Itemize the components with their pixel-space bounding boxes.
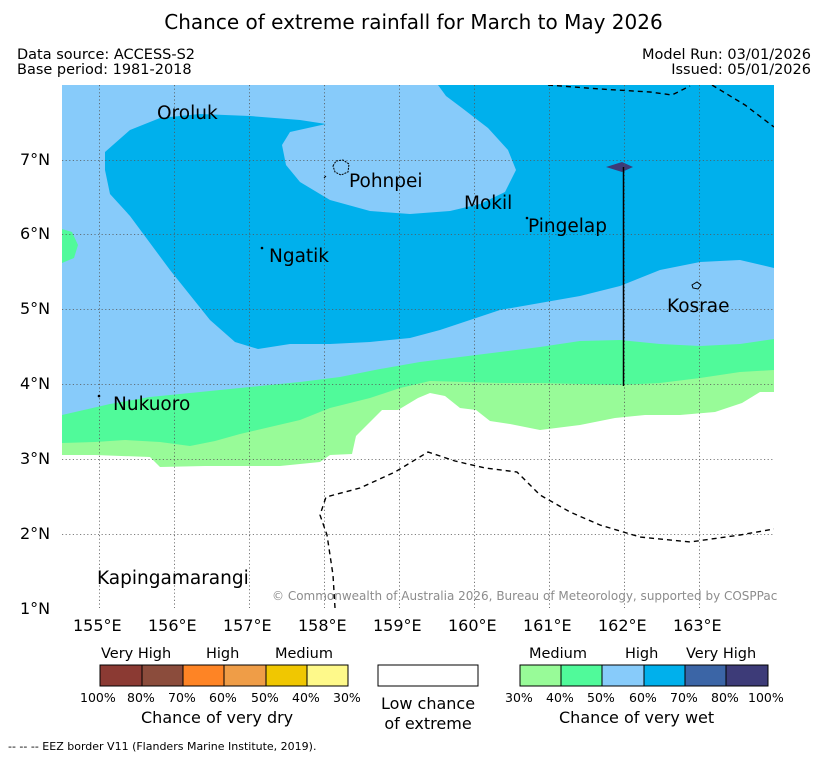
wet-tick-label: 70% <box>670 690 698 705</box>
lon-label: 163°E <box>673 616 722 635</box>
wet-caption: Chance of very wet <box>559 708 715 727</box>
wet-bar-60-70 <box>643 664 686 687</box>
wet-bar-70-80 <box>684 664 727 687</box>
wet-colorbar <box>519 664 769 687</box>
wet-tick-label: 100% <box>748 690 784 705</box>
lat-label: 4°N <box>20 374 51 393</box>
nukuoro-island <box>97 394 101 398</box>
dry-tick-label: 60% <box>209 690 237 705</box>
wet-level-label: Medium <box>529 646 587 662</box>
dry-tick-label: 40% <box>292 690 320 705</box>
dry-bar-50-40 <box>265 664 308 687</box>
dry-bar-70-60 <box>182 664 225 687</box>
model-run: Model Run: 03/01/2026 <box>641 47 811 63</box>
place-pingelap: Pingelap <box>528 216 607 237</box>
pohnpei-island <box>332 159 350 176</box>
ngatik-island <box>260 246 264 250</box>
base-period: Base period: 1981-2018 <box>17 62 192 78</box>
dry-level-label: Very High <box>101 646 172 662</box>
probability-regions <box>62 85 774 608</box>
place-nukuoro: Nukuoro <box>113 394 191 415</box>
wet-tick-label: 60% <box>629 690 657 705</box>
region-wet-60-70 <box>105 85 774 349</box>
wet-bar-40-50 <box>560 664 603 687</box>
wet-bar-30-40 <box>519 664 562 687</box>
lon-label: 159°E <box>373 616 422 635</box>
low-chance-caption-2: of extreme <box>384 714 472 733</box>
dry-colorbar <box>99 664 349 687</box>
kosrae-island <box>691 281 702 290</box>
dry-tick-label: 70% <box>168 690 196 705</box>
region-wet-west-patch <box>62 229 78 263</box>
graticule <box>62 85 774 608</box>
data-source: Data source: ACCESS-S2 <box>17 47 196 63</box>
legend-bars <box>99 664 769 687</box>
dry-tick-label: 50% <box>251 690 279 705</box>
lon-label: 156°E <box>148 616 197 635</box>
place-ngatik: Ngatik <box>269 246 330 267</box>
wet-bar-50-60 <box>601 664 645 687</box>
dry-level-label: High <box>206 646 240 662</box>
wet-level-label: High <box>625 646 659 662</box>
copyright-notice: © Commonwealth of Australia 2026, Bureau… <box>272 589 778 603</box>
lon-label: 157°E <box>223 616 272 635</box>
dry-caption: Chance of very dry <box>141 708 294 727</box>
low-chance-box <box>377 664 479 687</box>
lat-label: 7°N <box>20 150 51 169</box>
eez-borders <box>319 85 774 608</box>
eez-footnote: -- -- -- EEZ border V11 (Flanders Marine… <box>8 740 317 753</box>
place-kosrae: Kosrae <box>667 296 730 317</box>
chart-title: Chance of extreme rainfall for March to … <box>164 10 663 34</box>
lat-label: 1°N <box>20 599 51 618</box>
lat-label: 3°N <box>20 449 51 468</box>
place-oroluk: Oroluk <box>157 103 218 124</box>
wet-tick-label: 30% <box>505 690 533 705</box>
wet-tick-label: 80% <box>711 690 739 705</box>
lon-label: 160°E <box>448 616 497 635</box>
low-chance-caption-1: Low chance <box>380 694 476 713</box>
region-wet-80-100 <box>606 162 633 172</box>
lat-label: 6°N <box>20 224 51 243</box>
place-pohnpei: Pohnpei <box>349 171 423 192</box>
issued-date: Issued: 05/01/2026 <box>671 62 811 78</box>
dry-bar-60-50 <box>223 664 267 687</box>
place-mokil: Mokil <box>464 193 513 214</box>
dry-bar-100-80 <box>99 664 143 687</box>
lon-label: 161°E <box>523 616 572 635</box>
dry-tick-label: 30% <box>333 690 361 705</box>
dry-tick-label: 80% <box>127 690 155 705</box>
pingelap-island <box>525 216 529 220</box>
place-kapingamarangi: Kapingamarangi <box>97 568 249 589</box>
lon-label: 155°E <box>73 616 122 635</box>
dry-bar-80-70 <box>141 664 184 687</box>
lon-label: 162°E <box>598 616 647 635</box>
lon-label: 158°E <box>298 616 347 635</box>
wet-tick-label: 40% <box>546 690 574 705</box>
wet-level-label: Very High <box>686 646 757 662</box>
wet-bar-80-100 <box>725 664 769 687</box>
wet-tick-label: 50% <box>587 690 615 705</box>
dry-bar-40-30 <box>306 664 349 687</box>
lat-label: 5°N <box>20 299 51 318</box>
islands <box>97 159 702 398</box>
dry-tick-label: 100% <box>80 690 116 705</box>
lat-label: 2°N <box>20 524 51 543</box>
ant-atoll <box>323 175 327 179</box>
dry-level-label: Medium <box>275 646 333 662</box>
